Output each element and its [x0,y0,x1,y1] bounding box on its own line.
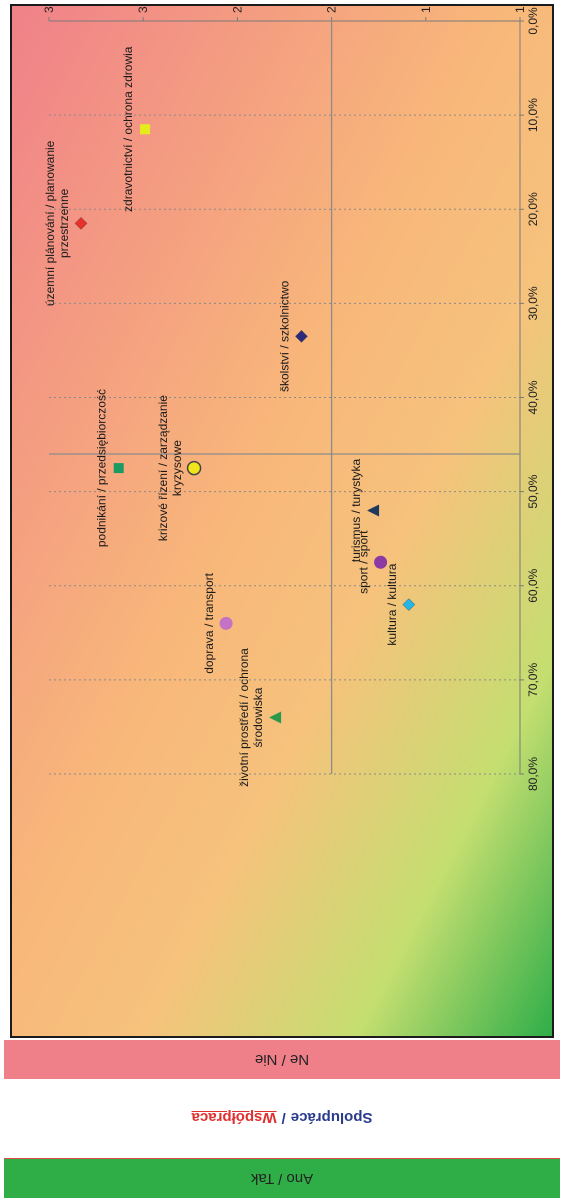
data-label: kryzysowe [170,440,184,496]
x-tick-label: 30,0% [526,286,540,320]
data-point [186,460,202,476]
scatter-chart: 0,0% 10,0% 20,0% 30,0% 40,0% 50,0% 60,0% 70,0% 8… [12,6,552,1036]
legend: Ano / Tak Spolupráce / Współpraca Ne / N… [4,1040,560,1198]
data-label: środowiska [251,687,265,747]
legend-no-label: Ne / Nie [254,1051,310,1068]
data-label: územní plánování / planowanie [43,140,57,306]
data-label: turismus / turystyka [349,458,363,562]
data-label: životní prostředí / ochrona [237,648,251,787]
data-point [74,217,88,230]
data-point [219,616,233,630]
x-tick-label: 80,0% [526,757,540,791]
x-tick-label: 70,0% [526,663,540,697]
legend-no-band: Ne / Nie [4,1040,560,1079]
legend-title-pl: Współpraca [191,1109,277,1127]
x-tick-label: 0,0% [526,7,540,35]
data-label: školství / szkolnictwo [277,280,291,392]
legend-title-separator: / [281,1109,286,1127]
x-tick-label: 40,0% [526,380,540,414]
data-point [140,124,151,135]
y-tick-label: 1,5 [419,6,433,13]
y-tick-label: 2,5 [230,6,244,13]
data-label: kultura / kultura [385,563,399,645]
legend-title: Spolupráce / Współpraca [4,1077,560,1159]
x-tick-label: 20,0% [526,192,540,226]
chart-area: 0,0% 10,0% 20,0% 30,0% 40,0% 50,0% 60,0% 70,0% 8… [10,4,554,1038]
legend-title-cz: Spolupráce [290,1109,373,1127]
data-point [402,598,416,611]
data-label: przestrzenne [57,188,71,258]
legend-yes-label: Ano / Tak [250,1170,314,1187]
data-point [113,463,124,474]
data-label: zdravotnictví / ochrona zdrowia [121,46,135,212]
data-point [295,330,308,343]
data-point [367,504,380,517]
x-tick-label: 60,0% [526,568,540,602]
x-tick-label: 10,0% [526,98,540,132]
legend-yes-band: Ano / Tak [4,1159,560,1198]
y-tick-label: 3 [136,6,150,13]
data-point [269,711,282,724]
y-tick-label: 3,5 [42,6,56,13]
data-label: krizové řízení / zarządzanie [156,395,170,541]
y-tick-label: 2 [325,6,339,13]
x-tick-label: 50,0% [526,474,540,508]
data-label: doprava / transport [202,572,216,673]
data-label: sport / sport [357,530,371,594]
data-point [374,555,388,569]
y-tick-label: 1 [513,6,527,13]
chart-background [12,6,552,1036]
data-label: podnikání / przedsiębiorczość [95,389,109,547]
